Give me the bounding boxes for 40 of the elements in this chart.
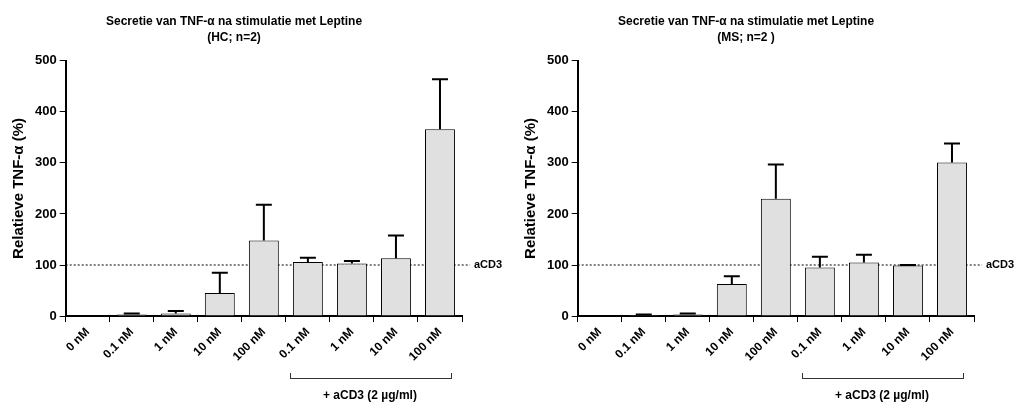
y-tick-label: 400 [546, 103, 569, 119]
text: + aCD3 (2 µg/ml) [322, 388, 417, 403]
chart-title: Secretie van TNF-α na stimulatie met Leptine [617, 13, 875, 28]
y-tick-label: 0 [49, 307, 57, 323]
x-tick-label: 0.1 nM [788, 324, 825, 362]
x-tick-label: 10 nM [702, 324, 737, 359]
y-tick-label: 300 [34, 154, 57, 170]
x-tick-label: 10 nM [190, 324, 225, 359]
chart-subtitle: (MS; n=2 ) [717, 29, 775, 44]
x-tick-label: 10 nM [878, 324, 913, 359]
x-tick-label: 1 nM [839, 324, 869, 354]
y-tick-label: 500 [546, 52, 569, 68]
y-tick-label: 0 [561, 307, 569, 323]
y-axis-title: Relatieve TNF-α (%) [9, 117, 27, 259]
x-tick-label: 1 nM [151, 324, 181, 354]
chart-subtitle: (HC; n=2) [207, 29, 261, 44]
y-tick-label: 200 [34, 205, 57, 221]
x-tick-label: 0 nM [574, 324, 605, 354]
y-tick-label: 400 [34, 103, 57, 119]
x-tick-label: 100 nM [229, 324, 269, 364]
x-tick-label: 100 nM [917, 324, 957, 364]
y-tick-label: 300 [546, 154, 569, 170]
x-tick-label: 0 nM [62, 324, 93, 354]
y-tick-label: 100 [546, 256, 569, 272]
x-tick-label: 1 nM [663, 324, 693, 354]
y-axis-title: Relatieve TNF-α (%) [521, 117, 539, 259]
x-tick-label: 0.1 nM [99, 324, 137, 362]
ref-line-label: aCD3 [474, 258, 503, 271]
y-tick-label: 200 [546, 205, 569, 221]
x-tick-label: 10 nM [366, 324, 401, 359]
x-tick-label: 0.1 nM [276, 324, 313, 362]
y-tick-label: 500 [34, 52, 57, 68]
ref-line-label: aCD3 [986, 258, 1015, 271]
x-tick-label: 100 nM [405, 324, 445, 364]
y-tick-label: 100 [34, 256, 57, 272]
x-tick-label: 100 nM [741, 324, 781, 364]
chart-title: Secretie van TNF-α na stimulatie met Leptine [105, 13, 363, 28]
x-tick-label: 0.1 nM [611, 324, 649, 362]
x-tick-label: 1 nM [327, 324, 357, 354]
text: + aCD3 (2 µg/ml) [834, 388, 929, 403]
